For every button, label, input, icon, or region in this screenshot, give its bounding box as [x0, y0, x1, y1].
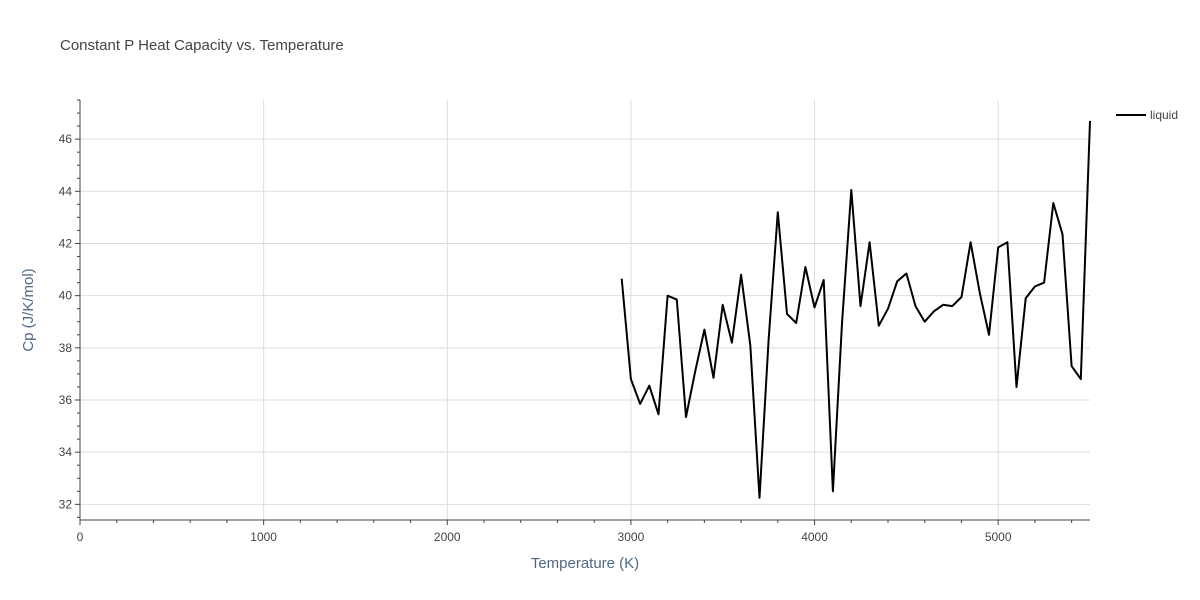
y-tick-label: 46	[59, 132, 73, 146]
chart-title: Constant P Heat Capacity vs. Temperature	[60, 37, 344, 54]
grid	[80, 100, 1090, 520]
legend-label: liquid	[1150, 108, 1178, 122]
y-tick-label: 38	[59, 341, 73, 355]
x-tick-label: 2000	[434, 530, 461, 544]
x-tick-label: 5000	[985, 530, 1012, 544]
x-tick-label: 0	[77, 530, 84, 544]
x-axis-label: Temperature (K)	[531, 555, 639, 572]
y-axis-label: Cp (J/K/mol)	[20, 268, 37, 351]
y-tick-label: 42	[59, 236, 73, 250]
y-tick-label: 32	[59, 497, 73, 511]
series-layer	[620, 120, 1091, 499]
series-line-liquid	[620, 120, 1091, 499]
y-tick-label: 40	[59, 289, 73, 303]
x-tick-label: 1000	[250, 530, 277, 544]
axes: 0 1000 2000 3000 4000 5000 32 34 36 38 40 42 44 46	[59, 99, 1090, 544]
y-tick-label: 36	[59, 393, 73, 407]
y-tick-label: 44	[59, 184, 73, 198]
legend[interactable]: liquid	[1116, 108, 1178, 122]
x-tick-label: 3000	[618, 530, 645, 544]
legend-item-liquid[interactable]: liquid	[1116, 108, 1178, 122]
y-tick-label: 34	[59, 445, 73, 459]
x-tick-label: 4000	[801, 530, 828, 544]
